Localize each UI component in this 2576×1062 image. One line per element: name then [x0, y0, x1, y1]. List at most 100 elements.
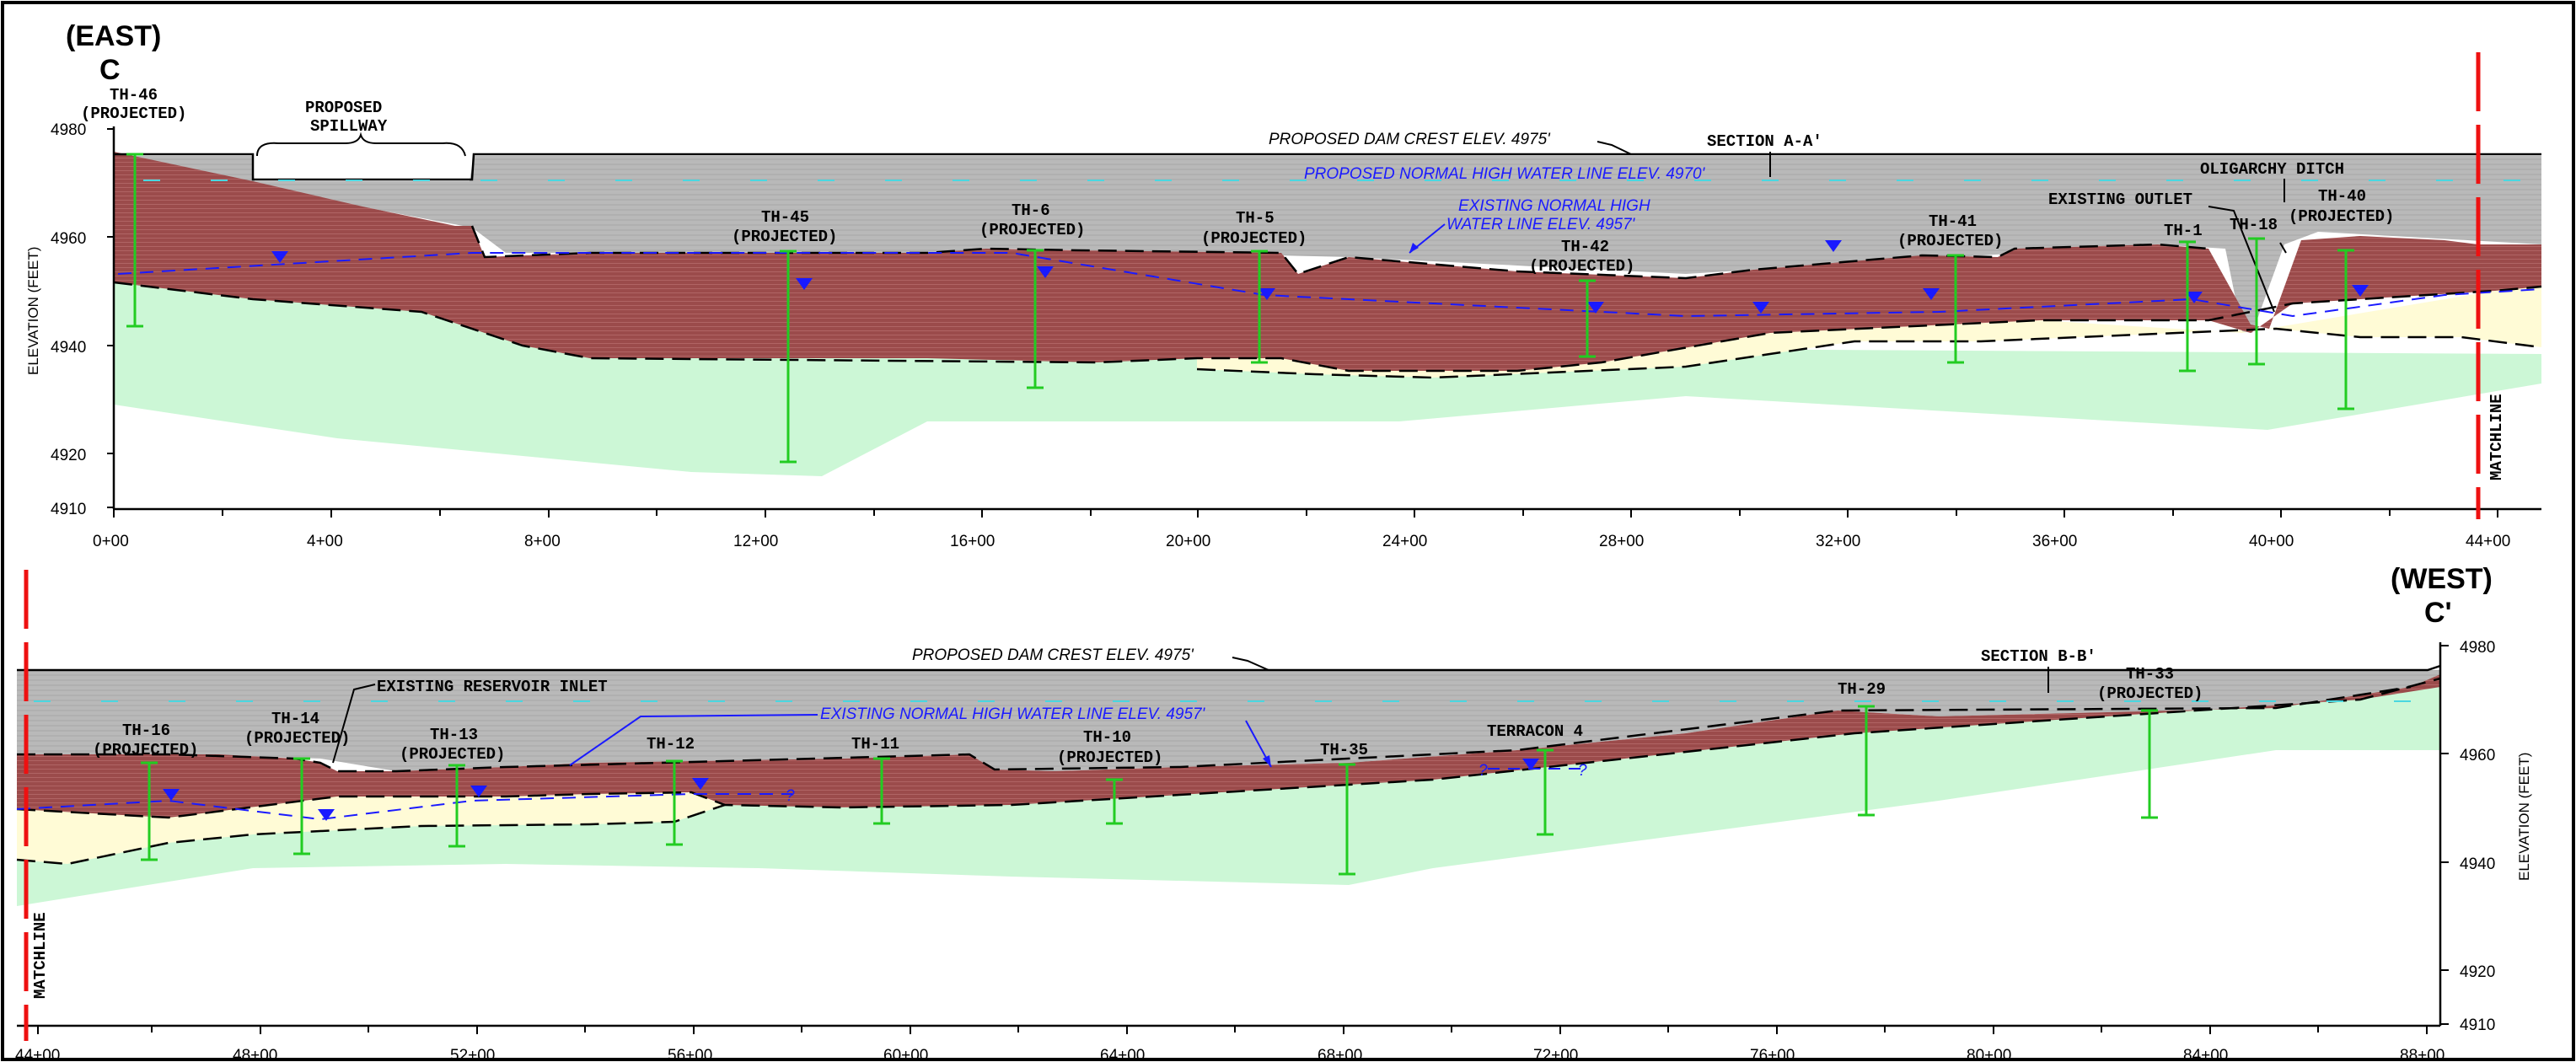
boring-sub-th-14: (PROJECTED) [244, 729, 350, 748]
x-tick-label: 44+00 [15, 1047, 60, 1062]
boring-label-th-10: TH-10 [1083, 728, 1131, 747]
boring-th-40 [2337, 249, 2354, 410]
dam-fill [114, 156, 2541, 333]
boring-label-th-13: TH-13 [430, 726, 478, 744]
x-tick-label: 16+00 [950, 533, 995, 550]
existing-ground-line [470, 225, 2209, 280]
x-tick-label: 32+00 [1816, 533, 1860, 550]
direction-west: (WEST) [2391, 563, 2493, 595]
boring-th-5 [1251, 249, 1268, 364]
y-axis-label: ELEVATION (FEET) [25, 247, 41, 375]
boring-th-18 [2248, 237, 2265, 366]
water-markers-top [271, 240, 2369, 314]
boring-label-th-18: TH-18 [2230, 216, 2278, 234]
x-tick-label: 0+00 [93, 533, 129, 550]
boring-sub-th-13: (PROJECTED) [400, 745, 505, 764]
x-tick-label: 52+00 [450, 1047, 495, 1062]
boring-label-th-6: TH-6 [1012, 201, 1050, 220]
x-tick-label: 64+00 [1100, 1047, 1145, 1062]
boring-label-th-14: TH-14 [271, 710, 319, 728]
water-table-marker [2186, 292, 2203, 303]
dam-crest-label-top: PROPOSED DAM CREST ELEV. 4975' [1269, 131, 1551, 148]
water-table-marker [1825, 240, 1842, 252]
boring-label-th-12: TH-12 [647, 735, 695, 754]
section-b-label: SECTION B-B' [1981, 647, 2096, 666]
ditch-curve [2279, 242, 2287, 254]
boring-sub-th-46: (PROJECTED) [81, 105, 186, 123]
sand-bottom-line [16, 803, 726, 866]
dam-crest-label-bottom: PROPOSED DAM CREST ELEV. 4975' [912, 646, 1194, 664]
normal-hw-label: PROPOSED NORMAL HIGH WATER LINE ELEV. 49… [1304, 165, 1706, 183]
boring-sub-th-10: (PROJECTED) [1057, 748, 1162, 767]
clay-layer [17, 674, 2440, 818]
existing-hw-arrowhead [1409, 243, 1419, 253]
water-table-marker [1752, 302, 1769, 314]
boring-label-th-45: TH-45 [761, 208, 809, 227]
unknown-marker: ? [1578, 762, 1587, 780]
x-tick-label: 60+00 [883, 1047, 928, 1062]
boring-sub-th-40: (PROJECTED) [2289, 207, 2394, 226]
y-tick-4980: 4980 [2460, 639, 2495, 657]
existing-hw-label-bottom: EXISTING NORMAL HIGH WATER LINE ELEV. 49… [820, 705, 1206, 723]
x-tick-label: 44+00 [2466, 533, 2510, 550]
boring-th-42 [1579, 279, 1596, 358]
y-tick-4920: 4920 [2460, 963, 2495, 981]
borings-bottom [141, 705, 2158, 876]
boring-sub-th-5: (PROJECTED) [1201, 229, 1307, 248]
boring-terracon-4 [1537, 748, 1554, 836]
boring-sub-th-6: (PROJECTED) [979, 221, 1085, 239]
x-tick-labels-top: 0+00 4+00 8+00 12+00 16+00 20+00 24+00 2… [93, 533, 2510, 550]
y-tick-4960: 4960 [51, 230, 86, 248]
x-ticks [113, 509, 2498, 518]
x-tick-label: 48+00 [233, 1047, 277, 1062]
inlet-leader [332, 684, 376, 764]
dam-crest-leader-top [1597, 141, 1632, 155]
boring-label-th-11: TH-11 [851, 735, 899, 754]
existing-hw-arrowhead [1263, 755, 1271, 767]
x-tick-label: 24+00 [1382, 533, 1427, 550]
x-tick-label: 40+00 [2249, 533, 2294, 550]
existing-hw-leader-left [569, 714, 818, 766]
dam-crest-leader-bottom [1232, 657, 1269, 671]
boring-th-1 [2179, 240, 2196, 373]
dam-crest-line [114, 153, 2541, 181]
boring-sub-th-45: (PROJECTED) [732, 228, 837, 246]
x-tick-label: 88+00 [2400, 1047, 2445, 1062]
y-tick-4910: 4910 [51, 501, 86, 518]
boring-th-11 [873, 757, 890, 825]
boring-label-th-5: TH-5 [1236, 209, 1275, 228]
boring-th-45 [780, 249, 797, 464]
matchline-label-top: MATCHLINE [2487, 394, 2506, 480]
water-table-marker [692, 778, 709, 790]
boring-th-13 [448, 764, 465, 848]
boring-sub-th-16: (PROJECTED) [93, 741, 198, 759]
water-table-marker [1258, 288, 1275, 300]
boring-sub-th-42: (PROJECTED) [1529, 257, 1634, 276]
y-tick-4980: 4980 [51, 121, 86, 139]
x-tick-label: 20+00 [1166, 533, 1210, 550]
borings-top [126, 153, 2354, 464]
existing-outlet-label: EXISTING OUTLET [2048, 190, 2192, 209]
section-b-panel: 4980 4960 4940 4920 4910 ELEVATION (FEET… [15, 563, 2532, 1062]
boring-label-th-41: TH-41 [1929, 212, 1977, 231]
spillway-brace [256, 131, 466, 157]
existing-water-line [16, 793, 792, 821]
x-tick-label: 72+00 [1533, 1047, 1578, 1062]
boring-th-41 [1947, 254, 1964, 364]
boring-label-th-33: TH-33 [2126, 665, 2174, 684]
x-tick-label: 4+00 [307, 533, 343, 550]
y-tick-4920: 4920 [51, 447, 86, 464]
oligarchy-ditch-label: OLIGARCHY DITCH [2200, 160, 2344, 179]
reservoir-inlet-label: EXISTING RESERVOIR INLET [377, 678, 608, 696]
y-tick-4940: 4940 [2460, 856, 2495, 873]
y-tick-4960: 4960 [2460, 747, 2495, 764]
boring-th-16 [141, 761, 158, 861]
unknown-marker: ? [786, 787, 795, 805]
existing-hw-label-2: WATER LINE ELEV. 4957' [1446, 216, 1636, 233]
boring-sub-th-41: (PROJECTED) [1897, 232, 2003, 250]
boring-th-6 [1027, 249, 1044, 389]
water-markers-bottom [163, 759, 1539, 821]
y-tick-4940: 4940 [51, 339, 86, 357]
x-tick-label: 56+00 [668, 1047, 712, 1062]
